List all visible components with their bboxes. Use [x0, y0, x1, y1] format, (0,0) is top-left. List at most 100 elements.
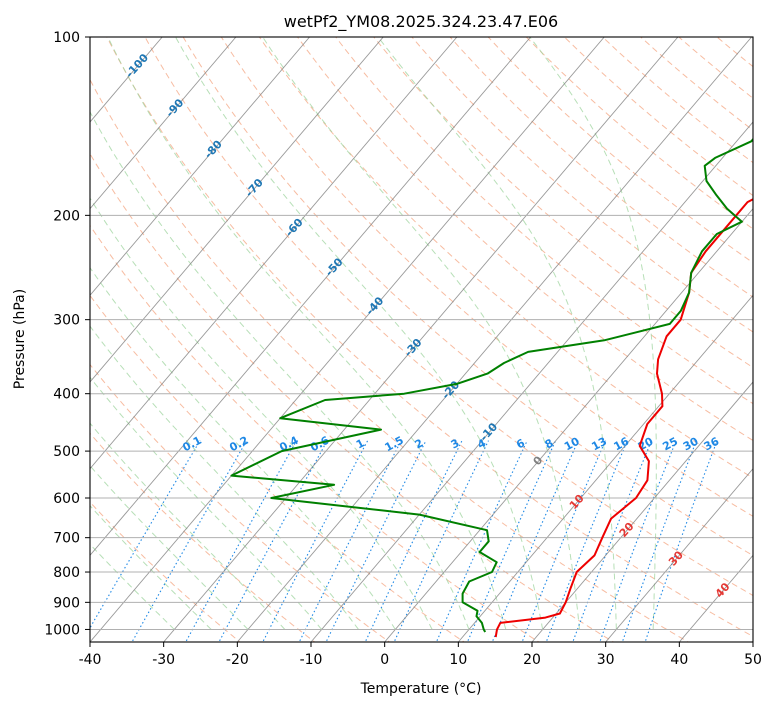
y-tick-label: 600 [53, 491, 80, 507]
y-tick-label: 200 [53, 208, 80, 224]
y-axis-label: Pressure (hPa) [12, 289, 28, 389]
dry-adiabat [296, 37, 753, 442]
moist-adiabat [529, 37, 657, 630]
dry-adiabat [220, 37, 753, 517]
dry-adiabat [90, 363, 391, 642]
moist-adiabat [90, 376, 323, 630]
mixing-ratio-label: 16 [612, 435, 632, 454]
moist-adiabat [90, 197, 433, 630]
mixing-ratio-line [644, 440, 718, 642]
mixing-ratio-line [491, 440, 579, 642]
dry-adiabat [90, 78, 690, 642]
mixing-ratio-line [325, 440, 427, 642]
mixing-ratio-line [262, 440, 369, 642]
y-tick-label: 700 [53, 531, 80, 547]
moist-adiabat [90, 110, 470, 630]
y-tick-label: 1000 [44, 622, 80, 638]
axis-ticks: -40 -30 -20 -10 0 10 20 30 40 50 100 200 300 400 500 60… [44, 30, 762, 668]
mixing-ratio-label: 30 [681, 435, 701, 454]
x-tick-label: -10 [300, 652, 323, 668]
moist-adiabat [377, 37, 617, 630]
mixing-ratio-label: 20 [636, 435, 656, 454]
mixing-ratio-label: 36 [702, 435, 722, 454]
isotherm-line [90, 37, 531, 557]
dry-adiabat [182, 37, 753, 557]
dry-adiabat [716, 37, 753, 68]
dry-adiabat [144, 37, 753, 597]
chart-title: wetPf2_YM08.2025.324.23.47.E06 [284, 12, 558, 32]
isotherm-line [236, 37, 752, 642]
x-tick-label: -30 [152, 652, 175, 668]
dry-adiabat [90, 501, 241, 642]
dry-adiabat [525, 37, 753, 230]
y-tick-label: 400 [53, 387, 80, 403]
mixing-ratio-line [621, 440, 698, 642]
isotherm-line [605, 467, 753, 642]
x-tick-label: 20 [523, 652, 541, 668]
moist-adiabat [90, 505, 212, 630]
dewpoint-profile [230, 137, 753, 633]
isotherm-line [384, 207, 753, 642]
moist-adiabat [262, 37, 580, 630]
moist-adiabat [90, 325, 359, 630]
isotherm-line [752, 641, 753, 642]
moist-adiabat [90, 464, 249, 630]
x-tick-label: 30 [597, 652, 615, 668]
mixing-ratio-label: 2 [413, 436, 426, 451]
temperature-profile [494, 198, 753, 638]
mixing-ratio-label: 10 [562, 435, 582, 454]
dry-adiabat [449, 37, 753, 298]
isotherm-line [90, 37, 237, 210]
mixing-ratio-label: 13 [589, 435, 609, 454]
moist-adiabat [107, 37, 507, 630]
mixing-ratio-line [393, 440, 489, 642]
x-tick-label: 0 [380, 652, 389, 668]
mixing-ratio-line [298, 440, 402, 642]
dry-adiabat [258, 37, 753, 479]
mixing-ratio-line [90, 440, 201, 629]
isotherm-line [163, 37, 679, 642]
moist-adiabat [90, 422, 286, 630]
x-tick-label: -20 [226, 652, 249, 668]
mixing-ratio-line [521, 440, 606, 642]
dry-adiabat [335, 37, 753, 405]
isotherm-line [457, 294, 753, 642]
mixing-ratio-line [435, 440, 528, 642]
mixing-ratio-line [545, 440, 628, 642]
y-tick-label: 500 [53, 444, 80, 460]
mixing-ratio-line [218, 440, 328, 642]
x-tick-label: 10 [449, 652, 467, 668]
y-tick-label: 100 [53, 30, 80, 46]
dry-adiabat [411, 37, 753, 333]
dry-adiabat [90, 224, 540, 642]
dry-adiabat [90, 294, 466, 642]
x-axis-label: Temperature (°C) [360, 681, 482, 697]
line-labels: 0.1 0.2 0.4 0.6 1 1.5 2 3 4 6 8 10 13 16 20 25 30 36-100-… [123, 51, 733, 600]
moist-adiabat [175, 37, 544, 630]
isotherm-line [310, 121, 753, 642]
isotherm-line [90, 37, 310, 297]
y-tick-label: 800 [53, 565, 80, 581]
dry-adiabat [373, 37, 753, 369]
x-tick-label: 50 [744, 652, 762, 668]
isotherm-line [90, 37, 458, 470]
mixing-ratio-label: 25 [660, 435, 680, 454]
dry-adiabat [601, 37, 753, 164]
isotherm-line [90, 37, 384, 383]
background-lines [90, 24, 775, 645]
x-tick-label: 40 [670, 652, 688, 668]
profiles [230, 137, 753, 638]
mixing-ratio-line [572, 440, 653, 642]
y-tick-label: 900 [53, 595, 80, 611]
mixing-ratio-line [466, 440, 557, 642]
isotherm-line [678, 554, 753, 642]
dry-adiabat [739, 24, 775, 645]
mixing-ratio-label: 8 [543, 436, 556, 451]
isotherm-line [531, 381, 753, 642]
x-tick-label: -40 [79, 652, 102, 668]
isotherm-line [90, 37, 605, 642]
mixing-ratio-label: 3 [449, 436, 462, 451]
y-tick-label: 300 [53, 313, 80, 329]
moist-adiabat [90, 266, 396, 630]
